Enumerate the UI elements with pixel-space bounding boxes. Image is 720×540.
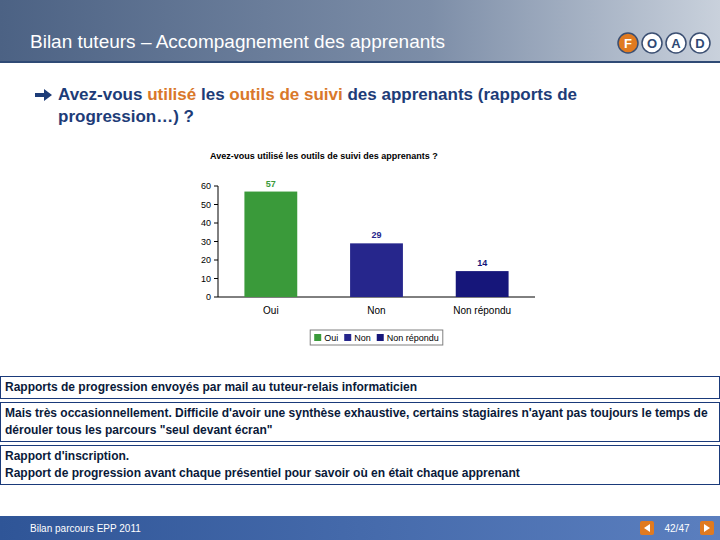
y-tick-label: 50 [201,200,211,210]
legend-swatch [314,334,321,341]
data-label: 29 [371,230,381,240]
logo-circle [666,33,686,53]
question-segment: les [196,85,229,104]
legend-swatch [344,334,351,341]
chart-title: Avez-vous utilisé les outils de suivi de… [210,151,438,161]
prev-button [640,521,654,535]
comment-box: Rapports de progression envoyés par mail… [0,376,720,399]
y-tick-label: 10 [201,274,211,284]
next-button [700,521,714,535]
y-tick [214,186,218,187]
category-label: Non répondu [453,305,511,316]
header-band [0,0,720,62]
bar [244,192,297,297]
logo-letter: F [624,36,632,51]
question-arrow [34,88,54,102]
logo-circle [618,33,638,53]
comment-line: Rapport d'inscription. [5,448,715,465]
next-arrow [704,524,710,532]
comment-line: Mais très occasionnellement. Difficile d… [5,405,715,439]
logo-letter: O [647,36,657,51]
question-segment: utilisé [147,85,196,104]
prev-arrow [644,524,650,532]
comment-line: Rapport de progression avant chaque prés… [5,465,715,482]
question: Avez-vous utilisé les outils de suivi de… [58,84,678,128]
y-tick [214,278,218,279]
bars [244,192,508,297]
legend-label: Oui [324,333,338,343]
bar [456,271,509,297]
data-label: 14 [477,258,487,268]
data-labels: 57 29 14 [266,179,487,269]
question-segment: outils de suivi [229,85,342,104]
logo-letter: A [671,36,681,51]
y-tick-label: 30 [201,237,211,247]
legend-swatch [377,334,384,341]
y-tick [214,241,218,242]
y-tick-label: 20 [201,255,211,265]
comment-box: Mais très occasionnellement. Difficile d… [0,402,720,442]
logo-letter: D [695,36,704,51]
question-segment: Avez-vous [58,85,147,104]
logo-circle [642,33,662,53]
footer-band [0,516,720,540]
category-label: Non [367,305,385,316]
y-tick [214,223,218,224]
header-rule [0,61,720,63]
page-number: 42/47 [664,523,689,534]
y-tick [214,204,218,205]
header-title: Bilan tuteurs – Accompagnement des appre… [30,31,445,52]
footer-text: Bilan parcours EPP 2011 [30,523,141,534]
logo-circle [690,33,710,53]
chart: Avez-vous utilisé les outils de suivi de… [190,145,540,350]
data-label: 57 [266,179,276,189]
y-tick-label: 0 [206,292,211,302]
comment-box: Rapport d'inscription.Rapport de progres… [0,445,720,485]
category-label: Oui [263,305,279,316]
y-tick [214,260,218,261]
legend: Oui Non Non répondu [310,330,443,345]
y-tick-label: 60 [201,181,211,191]
arrow-shape [35,89,52,101]
comment-line: Rapports de progression envoyés par mail… [5,379,715,396]
y-tick [214,297,218,298]
legend-label: Non répondu [387,333,439,343]
comments: Rapports de progression envoyés par mail… [0,376,720,488]
legend-label: Non [354,333,371,343]
legend-box [310,330,443,345]
y-tick-label: 40 [201,218,211,228]
bar [350,243,403,297]
